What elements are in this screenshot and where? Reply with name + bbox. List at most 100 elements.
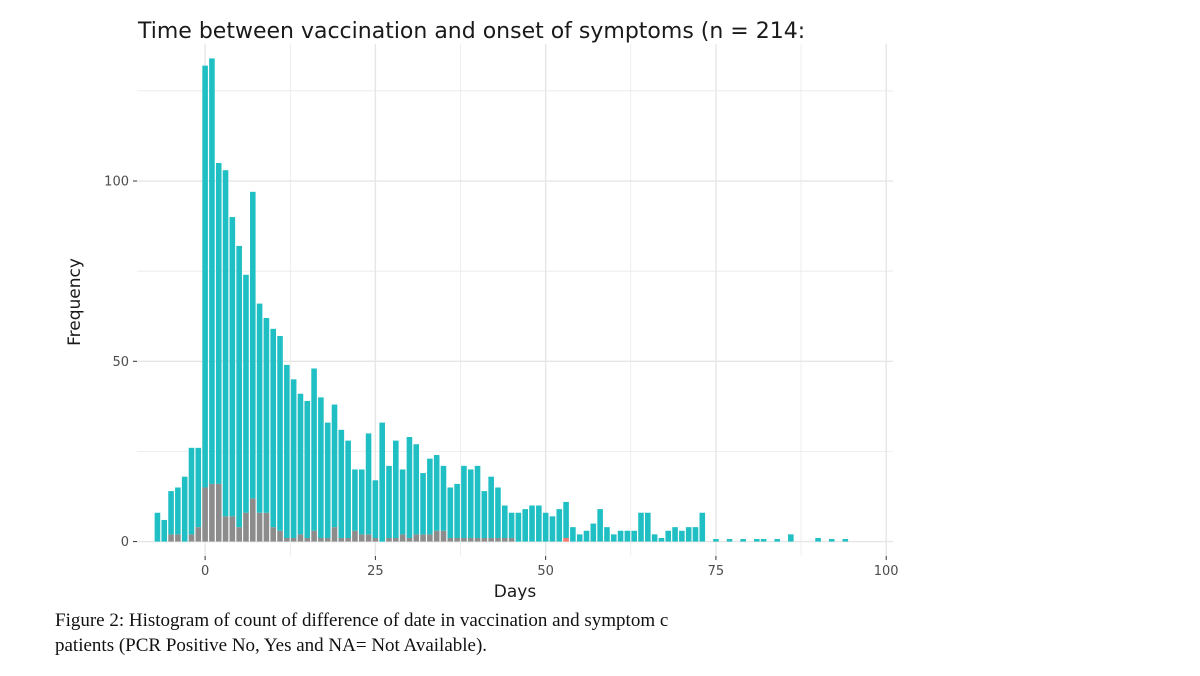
bar-yes: [495, 487, 501, 538]
bar-yes: [590, 523, 597, 542]
bar-yes: [372, 480, 379, 538]
bar-na: [393, 537, 399, 542]
bar-yes: [338, 429, 345, 538]
y-axis-label: Frequency: [65, 258, 85, 346]
bar-yes: [576, 534, 583, 542]
bar-na: [195, 527, 202, 542]
bar-yes: [658, 537, 665, 542]
caption-line-1: Figure 2: Histogram of count of differen…: [55, 610, 669, 631]
bar-yes: [229, 217, 236, 517]
bar-yes: [433, 455, 440, 531]
bar-yes: [501, 505, 508, 538]
histogram-chart: 0 25 50 75 100 0 50 100 Time between vaccinati…: [65, 19, 899, 600]
bar-yes: [236, 245, 242, 528]
bar-yes: [665, 530, 672, 542]
bar-yes: [243, 274, 249, 513]
bar-na: [290, 537, 297, 542]
bar-yes: [645, 512, 651, 542]
bar-yes: [202, 65, 208, 488]
bar-na: [215, 483, 222, 542]
bar-yes: [583, 530, 590, 542]
bar-na: [222, 516, 229, 542]
bar-yes: [168, 491, 174, 535]
bar-na: [474, 537, 481, 542]
bar-yes: [563, 501, 569, 538]
caption-line-2: patients (PCR Positive No, Yes and NA= N…: [55, 635, 488, 656]
bar-yes: [474, 465, 481, 538]
bar-yes: [406, 437, 413, 538]
bar-yes: [318, 397, 324, 538]
x-tick-label: 100: [874, 564, 899, 579]
bar-yes: [726, 539, 733, 542]
bar-na: [311, 530, 317, 542]
bar-na: [202, 487, 208, 542]
bar-yes: [386, 465, 392, 538]
bar-yes: [624, 530, 631, 542]
bar-na: [427, 534, 433, 542]
bar-yes: [549, 516, 556, 542]
bar-yes: [365, 433, 372, 535]
bar-yes: [352, 469, 358, 531]
bar-na: [508, 537, 515, 542]
bar-na: [501, 537, 508, 542]
bar-yes: [304, 400, 311, 538]
bar-yes: [536, 505, 542, 542]
bar-yes: [542, 512, 549, 542]
bar-yes: [188, 447, 195, 535]
bar-yes: [522, 509, 529, 542]
bar-yes: [610, 534, 617, 542]
bar-na: [399, 534, 406, 542]
bar-na: [433, 530, 440, 542]
chart-title: Time between vaccination and onset of sy…: [137, 19, 805, 44]
bar-na: [358, 534, 365, 542]
bar-na: [243, 512, 249, 542]
bar-yes: [297, 393, 304, 535]
bar-yes: [181, 476, 188, 542]
y-tick-label: 50: [112, 355, 129, 370]
bar-na: [413, 534, 420, 542]
bar-na: [256, 512, 263, 542]
bars: [154, 58, 849, 542]
bar-yes: [447, 487, 454, 538]
y-tick-label: 0: [121, 535, 129, 550]
bar-yes: [358, 469, 365, 535]
bar-yes: [399, 469, 406, 535]
bar-yes: [679, 530, 685, 542]
bar-yes: [331, 404, 338, 528]
bar-yes: [760, 539, 767, 542]
bar-na: [481, 537, 488, 542]
bar-yes: [324, 422, 331, 538]
bar-yes: [651, 534, 658, 542]
bar-na: [386, 537, 392, 542]
grid-minor: [137, 44, 893, 556]
bar-yes: [740, 539, 746, 542]
bar-na: [331, 527, 338, 542]
bar-na: [467, 537, 474, 542]
bar-na: [372, 537, 379, 542]
bar-yes: [685, 527, 692, 542]
bar-yes: [692, 527, 699, 542]
bar-na: [168, 534, 174, 542]
bar-na: [454, 537, 460, 542]
bar-yes: [311, 368, 317, 531]
bar-na: [488, 537, 494, 542]
bar-na: [277, 530, 283, 542]
x-tick-label: 75: [708, 564, 725, 579]
bar-yes: [277, 336, 283, 531]
y-tick-label: 100: [104, 175, 129, 190]
bar-yes: [529, 505, 535, 542]
bar-yes: [604, 527, 610, 542]
bar-yes: [209, 58, 215, 484]
figure-caption: Figure 2: Histogram of count of differen…: [55, 608, 915, 658]
bar-yes: [699, 512, 706, 542]
bar-yes: [753, 539, 760, 542]
bar-yes: [379, 422, 385, 542]
bar-na: [284, 537, 290, 542]
x-tick-label: 50: [537, 564, 554, 579]
bar-na: [229, 516, 236, 542]
bar-yes: [631, 530, 637, 542]
bar-na: [365, 534, 372, 542]
bar-na: [338, 537, 345, 542]
bar-yes: [256, 303, 263, 513]
bar-na: [352, 530, 358, 542]
